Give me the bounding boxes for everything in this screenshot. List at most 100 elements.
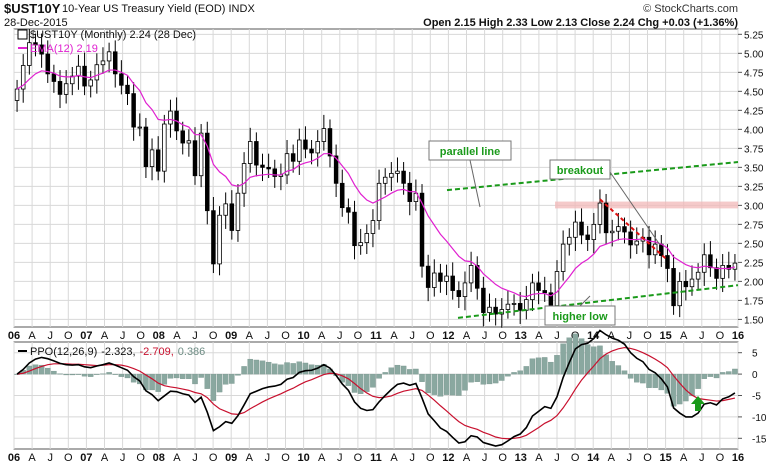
candle-body	[51, 73, 57, 82]
x-tick-label: J	[554, 330, 560, 342]
candle-body	[272, 168, 278, 177]
ppo-hist-bar	[161, 373, 168, 385]
x-tick-label: 07	[80, 452, 92, 464]
x-tick-label: O	[498, 330, 507, 342]
candle-body	[186, 140, 192, 144]
ppo-hist-bar	[149, 373, 155, 391]
candle-body	[119, 73, 124, 86]
candle-body	[517, 303, 523, 311]
x-tick-label: O	[136, 452, 145, 464]
candle-body	[309, 148, 314, 154]
candle-body	[505, 303, 511, 310]
candle-body	[591, 223, 597, 240]
candle-body	[260, 164, 265, 168]
parallel-line-callout-pointer	[469, 159, 481, 208]
ppo-hist-bar	[38, 364, 45, 375]
ppo-hist-bar	[474, 373, 480, 382]
candle-body	[284, 153, 290, 176]
ppo-hist-bar	[548, 361, 554, 375]
x-tick-label: 11	[370, 452, 382, 464]
x-tick-label: O	[64, 330, 73, 342]
ppo-hist-bar	[517, 370, 523, 375]
ppo-hist-bar	[505, 373, 511, 377]
ppo-hist-bar	[689, 373, 695, 397]
candle-body	[487, 306, 492, 313]
candle-body	[683, 280, 689, 288]
x-tick-label: A	[28, 452, 36, 464]
chart-date: 28-Dec-2015	[4, 17, 68, 29]
ppo-hist-bar	[106, 372, 112, 375]
price-y-tick-label: 4.00	[744, 125, 764, 136]
ppo-y-tick-label: -5	[752, 392, 761, 403]
candle-body	[603, 202, 609, 234]
ppo-hist-bar	[75, 373, 82, 375]
ppo-hist-bar	[229, 373, 235, 384]
ppo-hist-bar	[480, 373, 487, 385]
ppo-hist-bar	[296, 361, 303, 375]
higher-low-callout-pointer	[579, 295, 591, 307]
candle-body	[315, 141, 320, 154]
candle-body	[542, 290, 547, 294]
candlesticks	[14, 29, 738, 328]
ppo-hist-bar	[468, 373, 474, 383]
x-tick-label: A	[101, 452, 109, 464]
candle-body	[530, 282, 535, 301]
ppo-hist-bar	[646, 373, 652, 388]
ppo-hist-bar	[499, 373, 505, 381]
parallel-line-callout-box	[428, 140, 512, 161]
description-text: 10-Year US Treasury Yield (EOD)	[62, 3, 226, 15]
x-tick-label: 14	[587, 330, 600, 342]
ppo-hist-bar	[523, 366, 530, 375]
ppo-hist-bar	[69, 373, 76, 376]
price-y-tick-label: 1.50	[744, 315, 764, 326]
x-tick-label: J	[265, 452, 271, 464]
ppo-y-tick-label: -15	[752, 434, 767, 445]
candle-body	[290, 153, 296, 162]
candle-body	[432, 272, 437, 288]
ppo-hist-bar	[241, 366, 247, 375]
x-tick-label: O	[281, 330, 290, 342]
x-tick-label: O	[571, 452, 580, 464]
ppo-hist-bar	[603, 354, 609, 375]
ppo-hist-bar	[357, 373, 364, 394]
price-legend-swatch	[17, 29, 28, 40]
candle-body	[155, 149, 161, 172]
ppo-hist-bar	[100, 373, 106, 375]
x-tick-label: J	[192, 452, 198, 464]
candle-body	[106, 51, 112, 62]
x-tick-label: J	[47, 452, 53, 464]
ppo-y-tick-label: -10	[752, 413, 767, 424]
ppo-hist-bar	[431, 373, 438, 395]
ppo-hist-bar	[173, 373, 180, 379]
candle-body	[217, 214, 222, 265]
ppo-hist-bar	[443, 373, 450, 395]
candle-body	[493, 306, 498, 315]
ppo-hist-bar	[57, 373, 63, 375]
x-tick-label: J	[627, 452, 633, 464]
candle-body	[389, 173, 394, 178]
price-y-tick-label: 2.50	[744, 239, 764, 250]
exchange-text: INDX	[228, 3, 255, 15]
ppo-hist-bar	[247, 358, 253, 375]
ppo-hist-bar	[112, 373, 118, 375]
x-tick-label: A	[318, 452, 326, 464]
x-tick-label: O	[716, 452, 725, 464]
ppo-hist-bar	[449, 373, 456, 396]
price-y-tick-label: 2.75	[744, 220, 764, 231]
higher-low-callout-box	[544, 305, 616, 326]
x-tick-label: 15	[659, 452, 671, 464]
price-y-tick-label: 2.25	[744, 258, 764, 269]
ppo-hist-bar	[627, 373, 634, 379]
candle-body	[708, 254, 713, 269]
x-tick-label: J	[409, 330, 415, 342]
ppo-legend-label: PPO(12,26,9)	[30, 346, 97, 358]
price-y-tick-label: 4.50	[744, 87, 764, 98]
candle-body	[628, 231, 633, 246]
ppo-hist-bar	[713, 373, 720, 379]
ppo-hist-bar	[400, 365, 407, 375]
x-tick-label: A	[463, 330, 471, 342]
x-tick-label: J	[627, 330, 633, 342]
ppo-hist-bar	[94, 373, 100, 375]
candle-body	[444, 275, 449, 282]
